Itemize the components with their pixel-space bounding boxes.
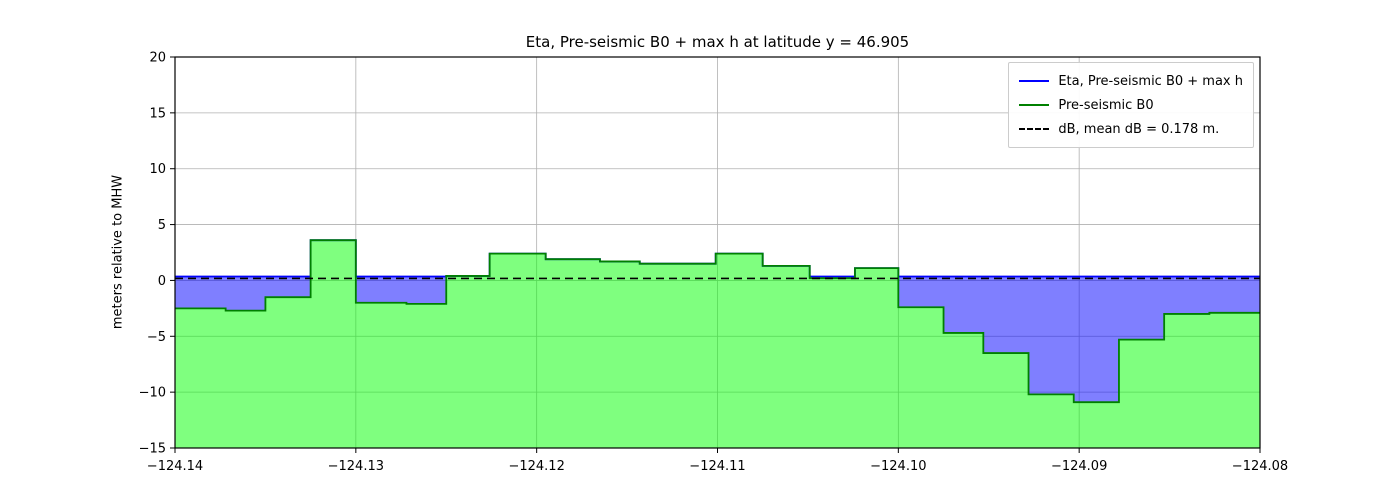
b0-line — [175, 239, 1260, 404]
legend: Eta, Pre-seismic B0 + max h Pre-seismic … — [1008, 62, 1254, 148]
legend-eta-line-icon — [1019, 80, 1050, 82]
chart-title: Eta, Pre-seismic B0 + max h at latitude … — [525, 33, 910, 51]
y-tick-label: −15 — [139, 442, 166, 457]
x-tick-label: −124.13 — [328, 459, 384, 474]
eta-water-fill — [175, 276, 1260, 403]
x-tick-label: −124.10 — [870, 459, 926, 474]
x-tick-label: −124.12 — [508, 459, 564, 474]
x-tick-label: −124.08 — [1232, 459, 1288, 474]
legend-db-label: dB, mean dB = 0.178 m. — [1058, 121, 1220, 137]
legend-entry-eta: Eta, Pre-seismic B0 + max h — [1019, 69, 1243, 93]
legend-entry-db: dB, mean dB = 0.178 m. — [1019, 117, 1243, 141]
legend-entry-b0: Pre-seismic B0 — [1019, 93, 1243, 117]
y-tick-label: 0 — [158, 274, 166, 289]
y-tick-label: 20 — [149, 51, 166, 66]
x-tick-label: −124.11 — [689, 459, 745, 474]
y-tick-label: 15 — [149, 106, 166, 121]
y-tick-label: −10 — [139, 386, 166, 401]
y-tick-label: −5 — [147, 330, 166, 345]
y-tick-label: 5 — [158, 218, 166, 233]
x-tick-label: −124.14 — [147, 459, 203, 474]
y-tick-label: 10 — [149, 162, 166, 177]
legend-b0-label: Pre-seismic B0 — [1058, 97, 1154, 113]
legend-db-dashed-line-icon — [1019, 128, 1050, 130]
legend-eta-label: Eta, Pre-seismic B0 + max h — [1058, 73, 1243, 89]
legend-b0-line-icon — [1019, 104, 1050, 106]
x-tick-label: −124.09 — [1051, 459, 1107, 474]
